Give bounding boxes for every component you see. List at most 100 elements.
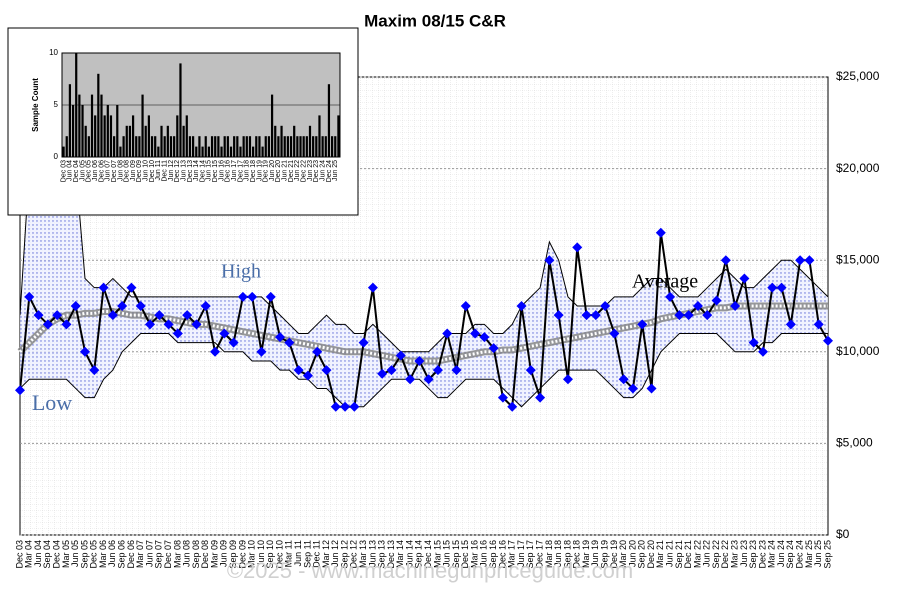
x-tick-label: Dec 20 xyxy=(275,160,282,182)
x-tick-label: Mar 09 xyxy=(209,540,219,568)
x-tick-label: Mar 15 xyxy=(432,540,442,568)
x-tick-label: Mar 06 xyxy=(98,540,108,568)
series-annotation: High xyxy=(221,261,261,283)
x-tick-label: Dec 07 xyxy=(163,540,173,569)
x-tick-label: Mar 04 xyxy=(24,540,34,568)
bar xyxy=(327,84,331,157)
bar xyxy=(233,136,236,157)
sale-marker xyxy=(535,392,546,403)
y-tick-label: $0 xyxy=(836,527,850,541)
bar xyxy=(138,136,141,157)
bar xyxy=(81,105,84,157)
x-tick-label: Dec 10 xyxy=(149,160,156,182)
sale-marker xyxy=(702,310,713,321)
sale-marker xyxy=(52,310,63,321)
sale-marker xyxy=(135,301,146,311)
x-tick-label: Sep 07 xyxy=(154,540,164,569)
x-tick-label: Jun 13 xyxy=(180,160,187,181)
sale-marker xyxy=(340,401,351,412)
sale-marker xyxy=(395,350,406,361)
bar xyxy=(229,146,233,157)
sale-marker xyxy=(182,310,193,321)
bar xyxy=(264,136,267,157)
y-tick-label: 0 xyxy=(54,152,59,161)
x-tick-label: Sep 15 xyxy=(451,540,461,569)
x-tick-label: Sep 20 xyxy=(637,540,647,569)
x-tick-label: Jun 07 xyxy=(105,160,112,181)
bar xyxy=(84,125,87,157)
x-tick-label: Sep 04 xyxy=(42,540,52,569)
sale-marker xyxy=(572,242,583,253)
x-tick-label: Dec 04 xyxy=(52,540,62,569)
bar xyxy=(198,136,201,157)
x-tick-label: Dec 22 xyxy=(720,540,730,569)
x-tick-label: Sep 05 xyxy=(79,540,89,569)
bar xyxy=(87,136,90,157)
bar xyxy=(258,136,261,157)
x-tick-label: Dec 21 xyxy=(683,540,693,569)
x-tick-label: Mar 24 xyxy=(767,540,777,568)
bar xyxy=(324,136,327,157)
sale-marker xyxy=(24,291,35,302)
sale-marker xyxy=(562,374,573,385)
x-tick-label: Jun 12 xyxy=(168,160,175,181)
x-tick-label: Jun 18 xyxy=(244,160,251,181)
x-tick-label: Dec 17 xyxy=(534,540,544,569)
bar xyxy=(261,146,264,157)
bar xyxy=(103,115,106,157)
bar xyxy=(106,105,109,157)
bar xyxy=(166,125,169,157)
bar xyxy=(100,94,103,157)
y-tick-label: $10,000 xyxy=(836,344,880,358)
sale-marker xyxy=(107,310,118,321)
x-tick-label: Dec 03 xyxy=(14,540,24,569)
x-tick-label: Dec 13 xyxy=(187,160,194,182)
x-tick-label: Dec 22 xyxy=(301,160,308,182)
sale-marker xyxy=(757,346,768,357)
sale-marker xyxy=(581,310,592,321)
bar xyxy=(179,63,182,157)
bar xyxy=(94,115,97,157)
x-tick-label: Jun 12 xyxy=(330,540,340,567)
sale-marker xyxy=(460,301,471,311)
x-tick-label: Jun 17 xyxy=(231,160,238,181)
bar xyxy=(195,146,198,157)
sale-marker xyxy=(61,319,72,330)
sale-marker xyxy=(423,374,434,385)
y-tick-label: $25,000 xyxy=(836,69,880,83)
sale-marker xyxy=(386,365,397,376)
range-line xyxy=(19,332,828,408)
bar xyxy=(267,136,271,157)
watermark: ©2025 - www.machinegunpriceguide.com xyxy=(227,558,633,583)
x-tick-label: Jun 14 xyxy=(193,160,200,181)
bar xyxy=(207,146,211,157)
x-tick-label: Jun 23 xyxy=(739,540,749,567)
x-tick-label: Sep 24 xyxy=(785,540,795,569)
x-tick-label: Jun 22 xyxy=(702,540,712,567)
bar xyxy=(334,136,337,157)
bar xyxy=(169,136,173,157)
x-tick-label: Jun 20 xyxy=(627,540,637,567)
bar xyxy=(255,136,258,157)
bar xyxy=(242,136,245,157)
sale-marker xyxy=(823,335,833,346)
sale-marker xyxy=(553,310,564,321)
sale-marker xyxy=(247,291,258,302)
x-tick-label: Jun 20 xyxy=(269,160,276,181)
x-tick-label: Jun 06 xyxy=(92,160,99,181)
average-hatch xyxy=(18,304,828,363)
x-tick-label: Dec 09 xyxy=(237,540,247,569)
x-tick-label: Mar 19 xyxy=(581,540,591,568)
sale-marker xyxy=(451,365,462,376)
sale-marker xyxy=(163,319,174,330)
x-tick-label: Dec 06 xyxy=(126,540,136,569)
sale-marker xyxy=(284,337,295,348)
x-tick-label: Jun 04 xyxy=(33,540,43,567)
sale-marker xyxy=(479,332,490,343)
sale-marker xyxy=(488,343,499,354)
bar xyxy=(68,84,72,157)
bar xyxy=(239,146,242,157)
sale-marker xyxy=(349,401,360,412)
bar xyxy=(119,146,122,157)
sale-marker xyxy=(330,401,341,412)
